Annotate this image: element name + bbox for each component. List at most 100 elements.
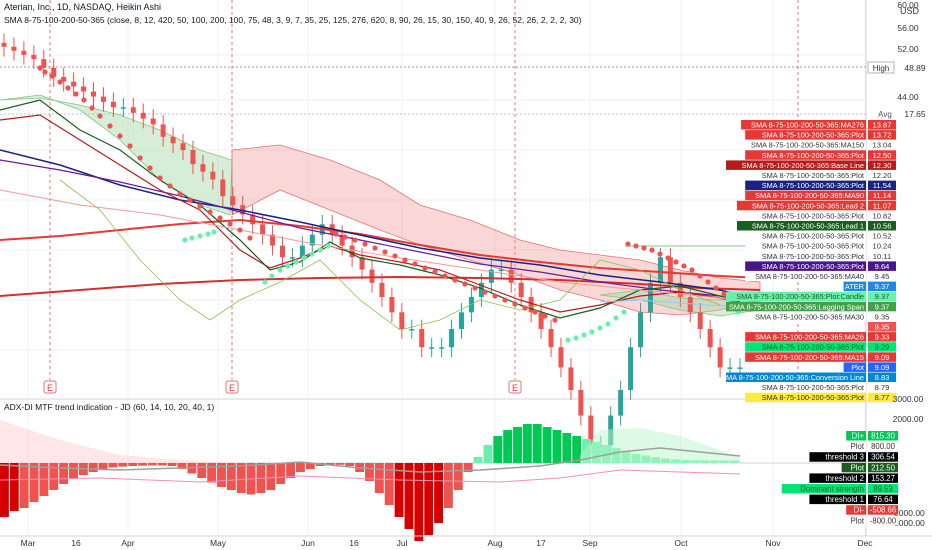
- candle[interactable]: [91, 82, 97, 107]
- time-axis[interactable]: Mar 16 Apr May Jun 16 Jul Aug 17 Sep Oct Nov Dec: [21, 538, 874, 548]
- sar-dot: [372, 245, 378, 251]
- series-price-label-text: SMA 8-75-100-200-50-365:Plot: [762, 171, 864, 180]
- sar-dot: [97, 113, 103, 119]
- series-price-label: SMA 8-75-100-200-50-365:MA26 9.33: [745, 332, 896, 342]
- candle[interactable]: [439, 337, 445, 358]
- sar-dot: [182, 237, 188, 243]
- candle[interactable]: [180, 133, 186, 160]
- candles[interactable]: [1, 33, 743, 455]
- candle[interactable]: [81, 77, 87, 102]
- adx-bar: [522, 424, 532, 463]
- sub-series-label-text: Dominant strength: [800, 485, 864, 494]
- event-marker-3[interactable]: E: [508, 380, 522, 394]
- candle[interactable]: [260, 214, 266, 245]
- candle[interactable]: [170, 127, 176, 154]
- candle[interactable]: [250, 205, 256, 235]
- adx-bar: [197, 463, 207, 478]
- candle[interactable]: [568, 358, 574, 400]
- candle[interactable]: [100, 87, 106, 112]
- candle[interactable]: [190, 140, 196, 175]
- candle[interactable]: [150, 109, 156, 135]
- candle[interactable]: [51, 58, 57, 87]
- candle[interactable]: [11, 37, 17, 61]
- candle[interactable]: [548, 319, 554, 358]
- sar-dot: [432, 269, 438, 275]
- price-tick: 52.00: [897, 44, 919, 54]
- candle[interactable]: [279, 236, 285, 268]
- series-price-label-text: SMA 8-75-100-200-50-365:Base Line: [742, 161, 864, 170]
- series-price-label-text: SMA 8-75-100-200-50-365:MA90: [755, 191, 864, 200]
- event-marker-2[interactable]: E: [225, 380, 239, 394]
- series-price-label: SMA 8-75-100-200-50-365:MA40 9.45: [745, 271, 896, 281]
- sar-dot: [262, 279, 268, 285]
- indicator-legend[interactable]: SMA 8-75-100-200-50-365 (close, 8, 12, 4…: [4, 15, 582, 25]
- candle[interactable]: [130, 97, 136, 123]
- series-price-label-text: SMA 8-75-100-200-50-365:Plot: [762, 131, 864, 140]
- sar-dot: [512, 301, 518, 307]
- sub-indicator-legend[interactable]: ADX-DI MTF trend indication - JD (60, 14…: [4, 402, 214, 412]
- adx-bar: [29, 463, 39, 502]
- candle[interactable]: [379, 273, 385, 307]
- price-tick: 44.00: [897, 92, 919, 102]
- candle[interactable]: [578, 380, 584, 426]
- candle[interactable]: [110, 92, 116, 118]
- candle[interactable]: [160, 115, 166, 147]
- sar-dot: [293, 259, 299, 265]
- candle[interactable]: [140, 103, 146, 129]
- candle[interactable]: [618, 380, 624, 426]
- candle[interactable]: [21, 41, 27, 65]
- sub-series-label: DI- -508.66: [846, 505, 898, 515]
- sub-axis-ticks: 3000.00 2000.00 -2000.00-3000.00: [891, 394, 925, 528]
- series-price-label: 9.35: [868, 322, 896, 332]
- candle[interactable]: [210, 162, 216, 190]
- candle[interactable]: [120, 97, 126, 118]
- candle[interactable]: [498, 260, 504, 280]
- parabolic-sar: [37, 65, 741, 343]
- sar-dot: [333, 231, 339, 237]
- candle[interactable]: [270, 225, 276, 256]
- adx-bar: [19, 463, 29, 508]
- candle[interactable]: [419, 319, 425, 358]
- candle[interactable]: [339, 225, 345, 256]
- candle[interactable]: [508, 260, 514, 293]
- candle[interactable]: [200, 154, 206, 182]
- sar-dot: [325, 243, 331, 249]
- event-marker-label: E: [512, 383, 518, 393]
- candle[interactable]: [707, 319, 713, 358]
- candle[interactable]: [359, 247, 365, 280]
- series-price-label-value: 12.30: [872, 161, 891, 170]
- candle[interactable]: [558, 337, 564, 378]
- series-price-label-text: SMA 8-75-100-200-50-365:Plot: [762, 151, 864, 160]
- time-tick: Sep: [582, 538, 597, 548]
- candle[interactable]: [528, 287, 534, 323]
- adx-bar: [384, 463, 394, 505]
- candle[interactable]: [429, 337, 435, 358]
- candle[interactable]: [628, 337, 634, 400]
- candle[interactable]: [31, 45, 37, 69]
- candle[interactable]: [697, 302, 703, 339]
- symbol-legend[interactable]: Aterian, Inc., 1D, NASDAQ, Heikin Ashi: [4, 2, 161, 12]
- series-price-label: SMA 8-75-100-200-50-365:Plot 12.20: [745, 170, 896, 180]
- candle[interactable]: [717, 337, 723, 378]
- candle[interactable]: [1, 33, 7, 57]
- candle[interactable]: [71, 72, 77, 97]
- candle[interactable]: [449, 319, 455, 358]
- candle[interactable]: [399, 302, 405, 339]
- candle[interactable]: [389, 287, 395, 323]
- candle[interactable]: [61, 67, 67, 92]
- sar-dot: [605, 321, 611, 327]
- series-price-label: SMA 8-75-100-200-50-365:Plot 9.29: [745, 342, 896, 352]
- candle[interactable]: [409, 319, 415, 339]
- adx-bar: [503, 430, 513, 463]
- series-price-label-value: 9.09: [875, 363, 890, 372]
- sub-series-label: Plot 800.00: [841, 441, 898, 452]
- candle[interactable]: [220, 170, 226, 207]
- series-price-label-text: SMA 8-75-100-200-50-365:MA30: [755, 312, 864, 321]
- candle[interactable]: [349, 236, 355, 268]
- event-marker-1[interactable]: E: [43, 380, 57, 394]
- candle[interactable]: [538, 302, 544, 339]
- candle[interactable]: [638, 302, 644, 358]
- series-price-label: SMA 8-75-100-200-50-365:Plot 10.82: [745, 210, 896, 221]
- sar-dot: [472, 285, 478, 291]
